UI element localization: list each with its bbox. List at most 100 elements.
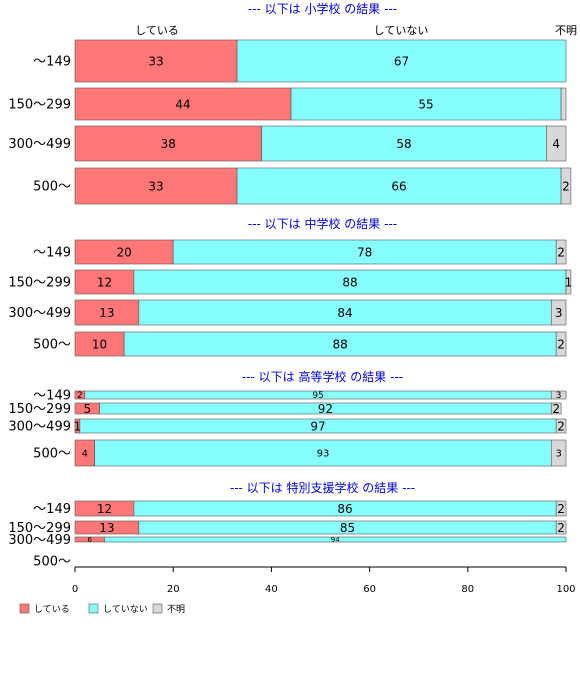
bar-segment — [550, 390, 567, 400]
category-label: 〜149 — [33, 389, 71, 404]
legend-label: していない — [103, 604, 148, 615]
data-label: 3 — [556, 391, 562, 401]
data-label: 2 — [557, 521, 565, 535]
bar-segment — [74, 239, 174, 265]
bar-segment — [555, 520, 567, 535]
bar-segment — [560, 87, 567, 121]
bar-segment — [290, 87, 562, 121]
bar-segment — [565, 269, 572, 295]
category-label: 500〜 — [33, 180, 71, 195]
legend-label: 不明 — [167, 604, 185, 615]
section-title: --- 以下は 小学校 の結果 --- — [248, 1, 397, 16]
data-label: 92 — [318, 402, 333, 416]
bar-segment — [74, 299, 140, 326]
category-label: 150〜299 — [8, 276, 71, 291]
category-label: 300〜499 — [8, 137, 71, 152]
data-label: 66 — [391, 179, 406, 193]
data-label: 86 — [337, 502, 352, 516]
data-label: 13 — [99, 521, 114, 535]
bar-segment — [138, 299, 552, 326]
bar-segment — [261, 125, 547, 162]
bar-segment — [74, 269, 135, 295]
data-label: 4 — [552, 137, 560, 151]
category-label: 500〜 — [33, 555, 71, 570]
bar-segment — [555, 418, 567, 434]
x-tick-label: 0 — [72, 584, 78, 595]
data-label: 38 — [161, 137, 176, 151]
data-label: 20 — [116, 245, 131, 259]
bar-segment — [555, 500, 567, 517]
category-label: 〜149 — [33, 55, 71, 70]
data-label: 97 — [310, 419, 325, 433]
section-title: --- 以下は 中学校 の結果 --- — [248, 216, 397, 231]
data-label: 2 — [77, 391, 83, 401]
bar-segment — [104, 536, 567, 543]
legend-label: している — [34, 604, 70, 615]
category-label: 150〜299 — [8, 521, 71, 536]
category-label: 300〜499 — [8, 533, 71, 548]
bar-segment — [74, 87, 292, 121]
bar-segment — [123, 331, 557, 357]
bar-segment — [550, 439, 567, 467]
x-tick-label: 60 — [363, 584, 376, 595]
data-label: 88 — [342, 275, 357, 289]
data-label: 2 — [557, 245, 565, 259]
data-label: 55 — [418, 97, 433, 111]
section-title: --- 以下は 特別支援学校 の結果 --- — [230, 480, 415, 495]
x-tick-label: 80 — [461, 584, 474, 595]
bar-segment — [172, 239, 557, 265]
category-label: 150〜299 — [8, 98, 71, 113]
category-label: 300〜499 — [8, 306, 71, 321]
x-tick-label: 40 — [265, 584, 278, 595]
data-label: 2 — [557, 419, 565, 433]
data-label: 33 — [148, 179, 163, 193]
bar-segment — [560, 167, 572, 205]
bar-segment — [236, 39, 567, 83]
data-label: 44 — [175, 97, 190, 111]
category-label: 〜149 — [33, 246, 71, 261]
bar-segment — [550, 402, 562, 415]
category-label: 300〜499 — [8, 420, 71, 435]
bar-segment — [74, 125, 262, 162]
bar-segment — [133, 269, 567, 295]
data-label: 3 — [555, 449, 561, 460]
data-label: 1 — [565, 275, 573, 289]
data-label: 12 — [97, 275, 112, 289]
bar-segment — [550, 299, 567, 326]
category-label: 〜149 — [33, 502, 71, 517]
top-label-1: していない — [374, 24, 429, 37]
x-tick-label: 20 — [167, 584, 180, 595]
legend-swatch — [19, 603, 30, 614]
data-label: 10 — [92, 337, 107, 351]
data-label: 3 — [555, 306, 563, 320]
bar-segment — [94, 439, 552, 467]
data-label: 85 — [340, 521, 355, 535]
legend-swatch — [88, 603, 99, 614]
data-label: 12 — [97, 502, 112, 516]
bar-segment — [74, 39, 238, 83]
bar-segment — [74, 167, 238, 205]
bar-segment — [74, 331, 125, 357]
data-label: 94 — [331, 536, 340, 544]
data-label: 93 — [317, 449, 330, 460]
data-label: 67 — [394, 54, 409, 68]
bar-segment — [555, 331, 567, 357]
data-label: 5 — [83, 402, 91, 416]
category-label: 500〜 — [33, 447, 71, 462]
x-tick-label: 100 — [556, 584, 575, 595]
data-label: 1 — [74, 419, 82, 433]
data-label: 58 — [396, 137, 411, 151]
data-label: 78 — [357, 245, 372, 259]
data-label: 84 — [337, 306, 352, 320]
data-label: 2 — [557, 502, 565, 516]
top-label-2: 不明 — [555, 24, 577, 37]
data-label: 2 — [557, 337, 565, 351]
data-label: 88 — [332, 337, 347, 351]
data-label: 6 — [87, 536, 92, 544]
data-label: 2 — [552, 402, 560, 416]
bar-segment — [236, 167, 562, 205]
data-label: 4 — [82, 449, 88, 460]
data-label: 13 — [99, 306, 114, 320]
data-label: 33 — [148, 54, 163, 68]
